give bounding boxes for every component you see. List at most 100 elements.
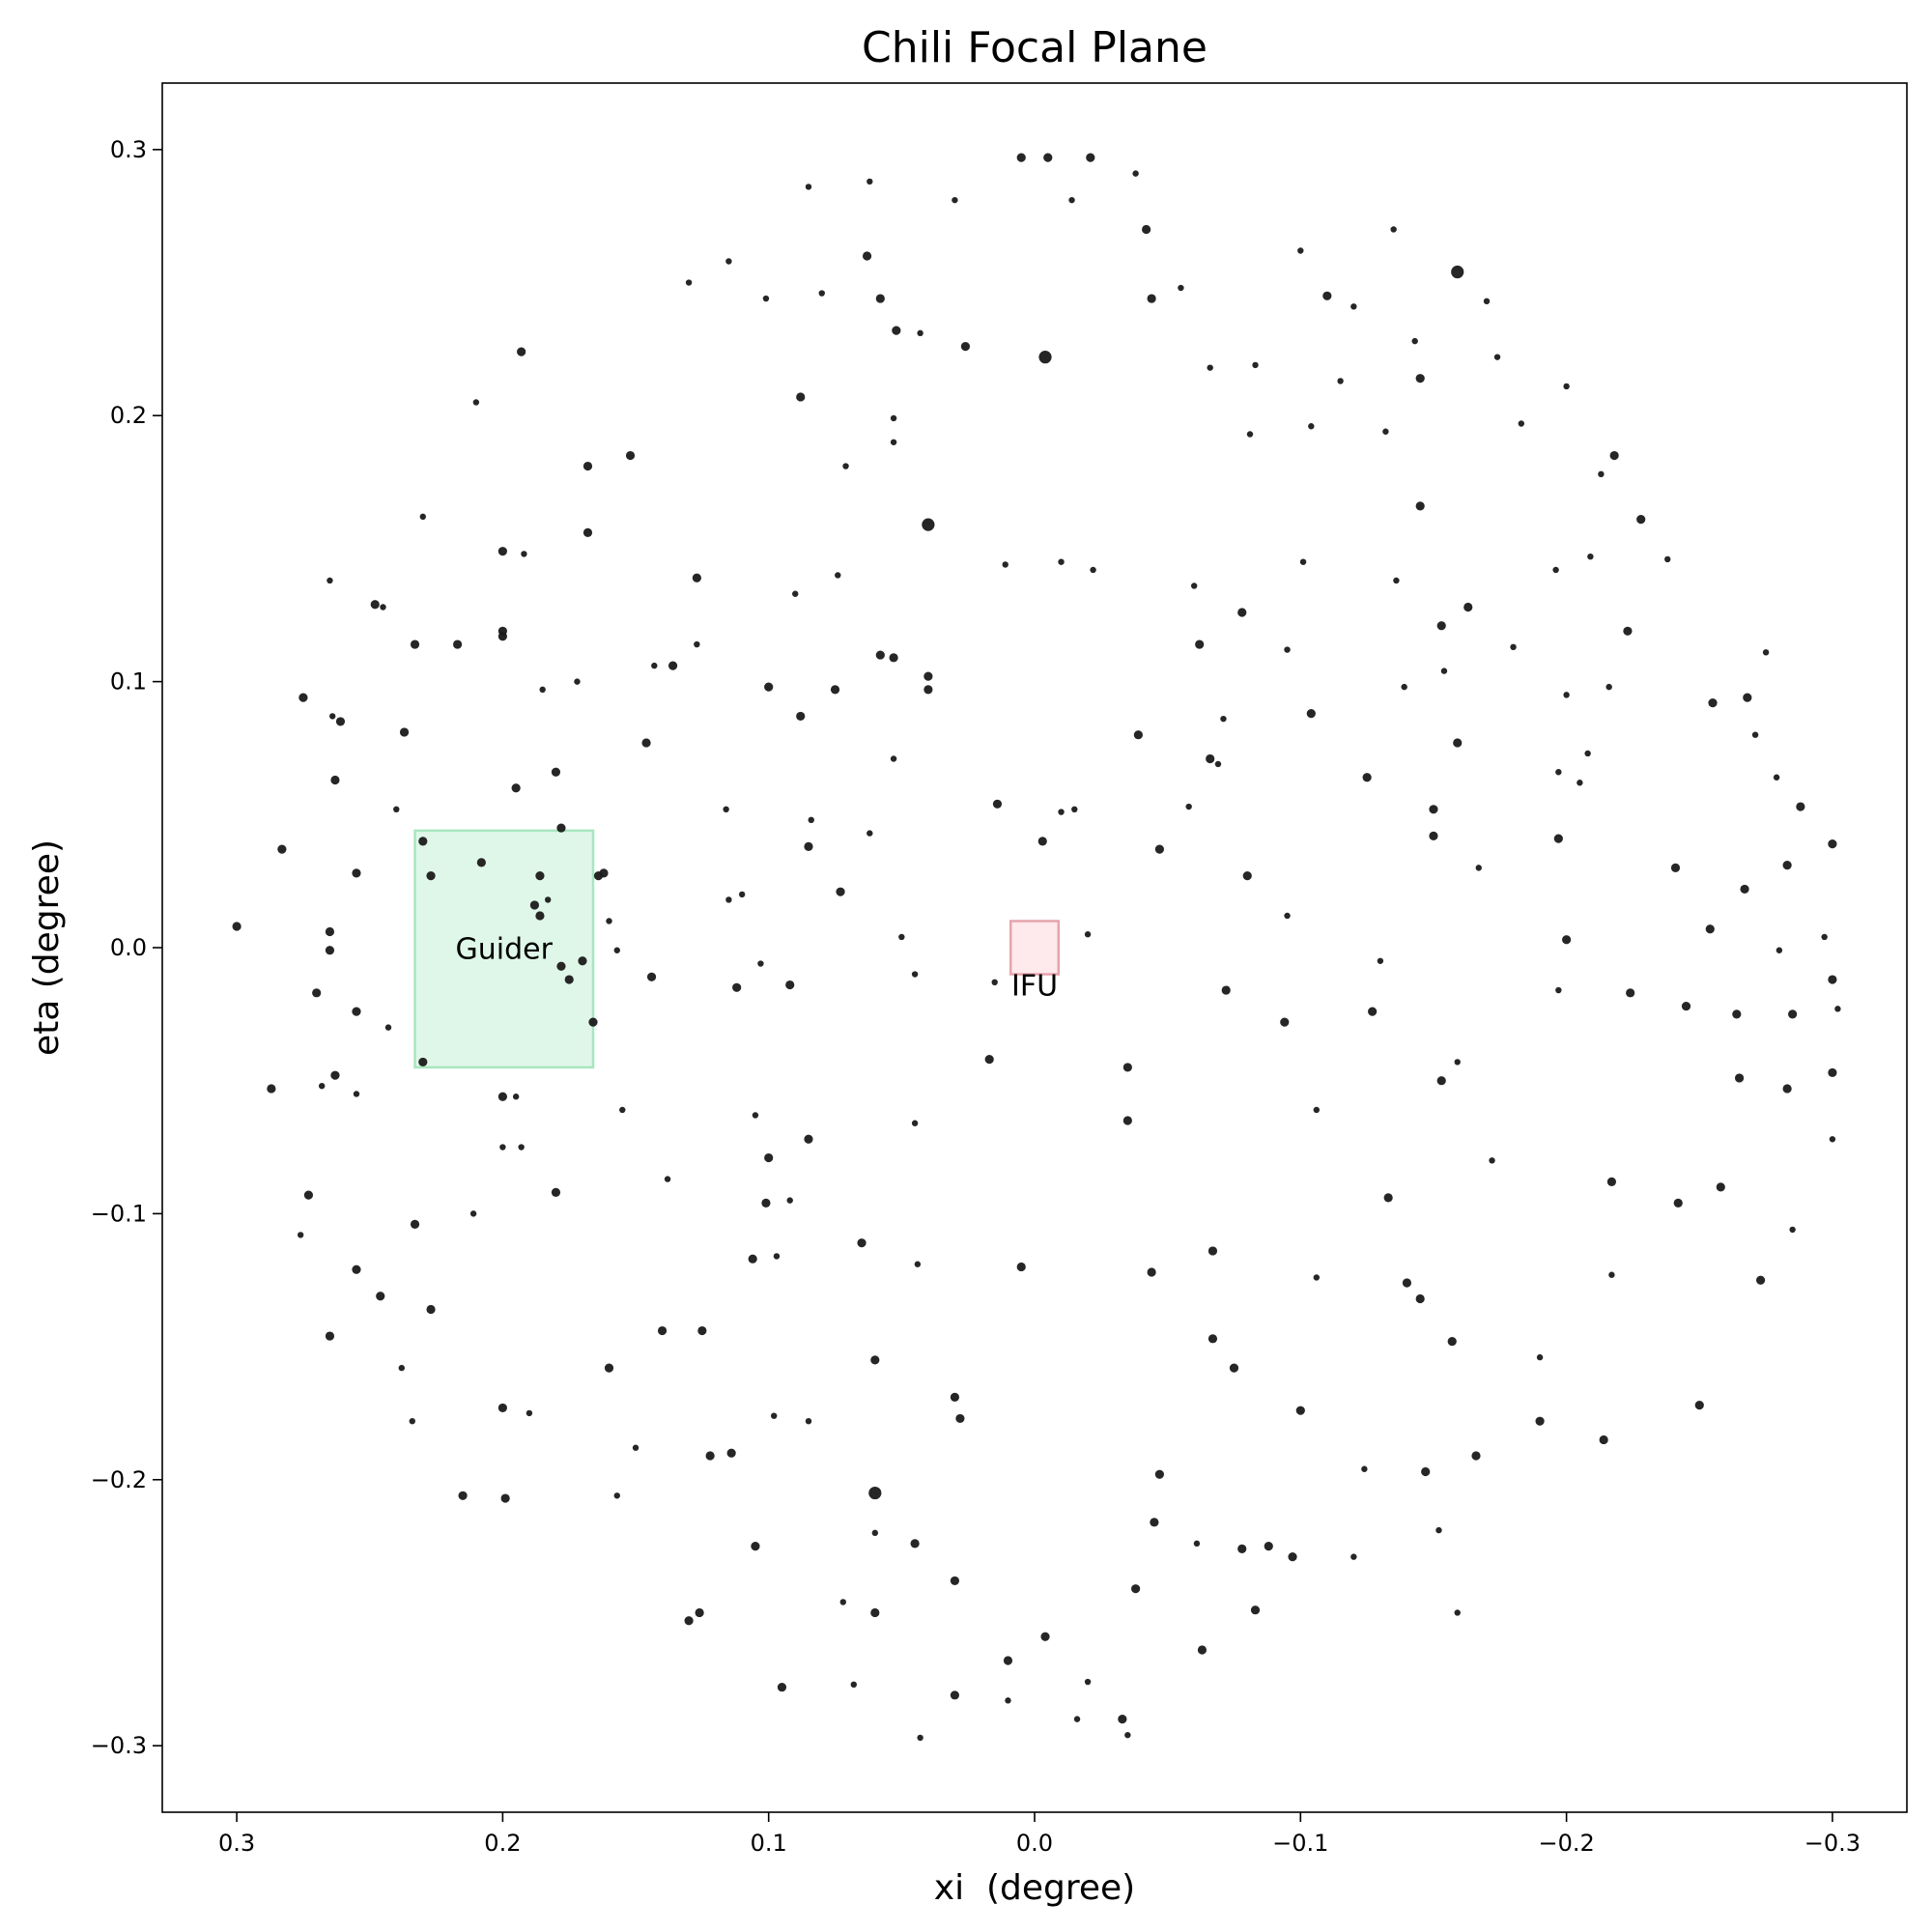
- x-tick-label: −0.2: [1538, 1830, 1594, 1857]
- scatter-point: [1609, 450, 1619, 461]
- scatter-point: [1246, 431, 1254, 438]
- scatter-point: [1214, 760, 1222, 768]
- scatter-point: [232, 922, 242, 931]
- scatter-point: [521, 551, 527, 557]
- scatter-point: [1084, 1678, 1092, 1686]
- scatter-point: [1483, 298, 1491, 305]
- scatter-point: [805, 1417, 812, 1425]
- scatter-point: [1402, 1278, 1412, 1288]
- scatter-point: [1313, 1274, 1321, 1281]
- scatter-point: [751, 1542, 760, 1551]
- region-labels-layer: Guider IFU: [456, 932, 1058, 1003]
- scatter-point: [544, 896, 552, 903]
- scatter-point: [773, 1253, 781, 1260]
- scatter-point: [914, 1261, 922, 1267]
- x-tick-label: −0.3: [1804, 1830, 1861, 1857]
- scatter-point: [1207, 364, 1213, 371]
- scatter-point: [512, 1094, 520, 1100]
- scatter-point: [535, 911, 545, 921]
- scatter-point: [890, 414, 897, 422]
- scatter-point: [1306, 709, 1316, 719]
- scatter-point: [458, 1491, 468, 1500]
- scatter-point: [1295, 1406, 1305, 1415]
- scatter-point: [1475, 865, 1482, 871]
- scatter-point: [870, 1607, 880, 1618]
- scatter-point: [694, 640, 700, 648]
- scatter-point: [1608, 1271, 1615, 1278]
- scatter-point: [725, 896, 732, 903]
- scatter-point: [792, 590, 799, 597]
- scatter-point: [539, 686, 546, 694]
- scatter-point: [556, 961, 566, 971]
- scatter-point: [1535, 1416, 1545, 1426]
- guider-region: [413, 829, 595, 1069]
- scatter-point: [1453, 738, 1463, 748]
- scatter-point: [1743, 693, 1752, 702]
- scatter-point: [1440, 668, 1448, 674]
- scatter-point: [1361, 1465, 1368, 1472]
- scatter-point: [1821, 933, 1828, 941]
- scatter-point: [384, 1024, 392, 1031]
- scatter-point: [1382, 428, 1389, 435]
- scatter-point: [764, 1152, 774, 1163]
- scatter-point: [376, 1292, 385, 1301]
- guider-region-label: Guider: [456, 932, 554, 966]
- scatter-point: [646, 972, 657, 981]
- scatter-point: [1773, 774, 1780, 781]
- scatter-point: [1789, 1226, 1796, 1234]
- scatter-point: [1178, 284, 1184, 292]
- scatter-point: [1154, 844, 1164, 854]
- scatter-point: [476, 858, 486, 867]
- y-tick-label: 0.1: [110, 668, 147, 696]
- scatter-point: [1208, 1246, 1218, 1256]
- scatter-point: [1606, 1177, 1617, 1186]
- scatter-point: [1132, 170, 1139, 177]
- scatter-point: [1664, 555, 1671, 563]
- scatter-point: [1577, 780, 1583, 786]
- scatter-point: [578, 956, 587, 966]
- scatter-point: [992, 799, 1003, 809]
- scatter-point: [613, 947, 620, 953]
- scatter-point: [1229, 1363, 1239, 1373]
- scatter-point: [325, 946, 335, 955]
- scatter-point: [297, 1232, 304, 1238]
- scatter-point: [1313, 1106, 1321, 1114]
- scatter-point: [1154, 1469, 1164, 1479]
- scatter-point: [1518, 420, 1525, 427]
- scatter-point: [1705, 924, 1715, 934]
- scatter-point: [1280, 1017, 1290, 1027]
- scatter-point: [1751, 731, 1759, 738]
- scatter-point: [960, 342, 971, 352]
- scatter-point: [1206, 753, 1215, 764]
- scatter-point: [1555, 769, 1562, 776]
- scatter-point: [1411, 337, 1418, 345]
- scatter-point: [1429, 831, 1438, 840]
- scatter-point: [518, 1144, 525, 1151]
- scatter-point: [1208, 1334, 1218, 1344]
- scatter-point: [1043, 153, 1053, 162]
- scatter-point: [757, 960, 764, 967]
- y-axis-label: eta (degree): [27, 839, 67, 1056]
- scatter-point: [564, 975, 574, 984]
- scatter-point: [399, 727, 410, 737]
- scatter-point: [298, 693, 308, 702]
- scatter-point: [325, 1331, 335, 1341]
- scatter-point: [1782, 861, 1792, 870]
- scatter-point: [892, 326, 901, 335]
- scatter-point: [1401, 683, 1407, 691]
- scatter-point: [738, 891, 746, 898]
- scatter-point: [452, 639, 463, 649]
- scatter-point: [497, 632, 507, 641]
- scatter-point: [625, 450, 636, 461]
- scatter-point: [684, 1616, 694, 1626]
- scatter-point: [1471, 1451, 1481, 1461]
- scatter-point: [1264, 1542, 1273, 1551]
- scatter-point: [991, 979, 998, 985]
- scatter-point: [764, 682, 774, 692]
- scatter-point: [330, 775, 340, 785]
- scatter-point: [657, 1325, 668, 1336]
- scatter-point: [818, 290, 825, 297]
- scatter-point: [835, 572, 841, 579]
- scatter-point: [604, 1363, 614, 1373]
